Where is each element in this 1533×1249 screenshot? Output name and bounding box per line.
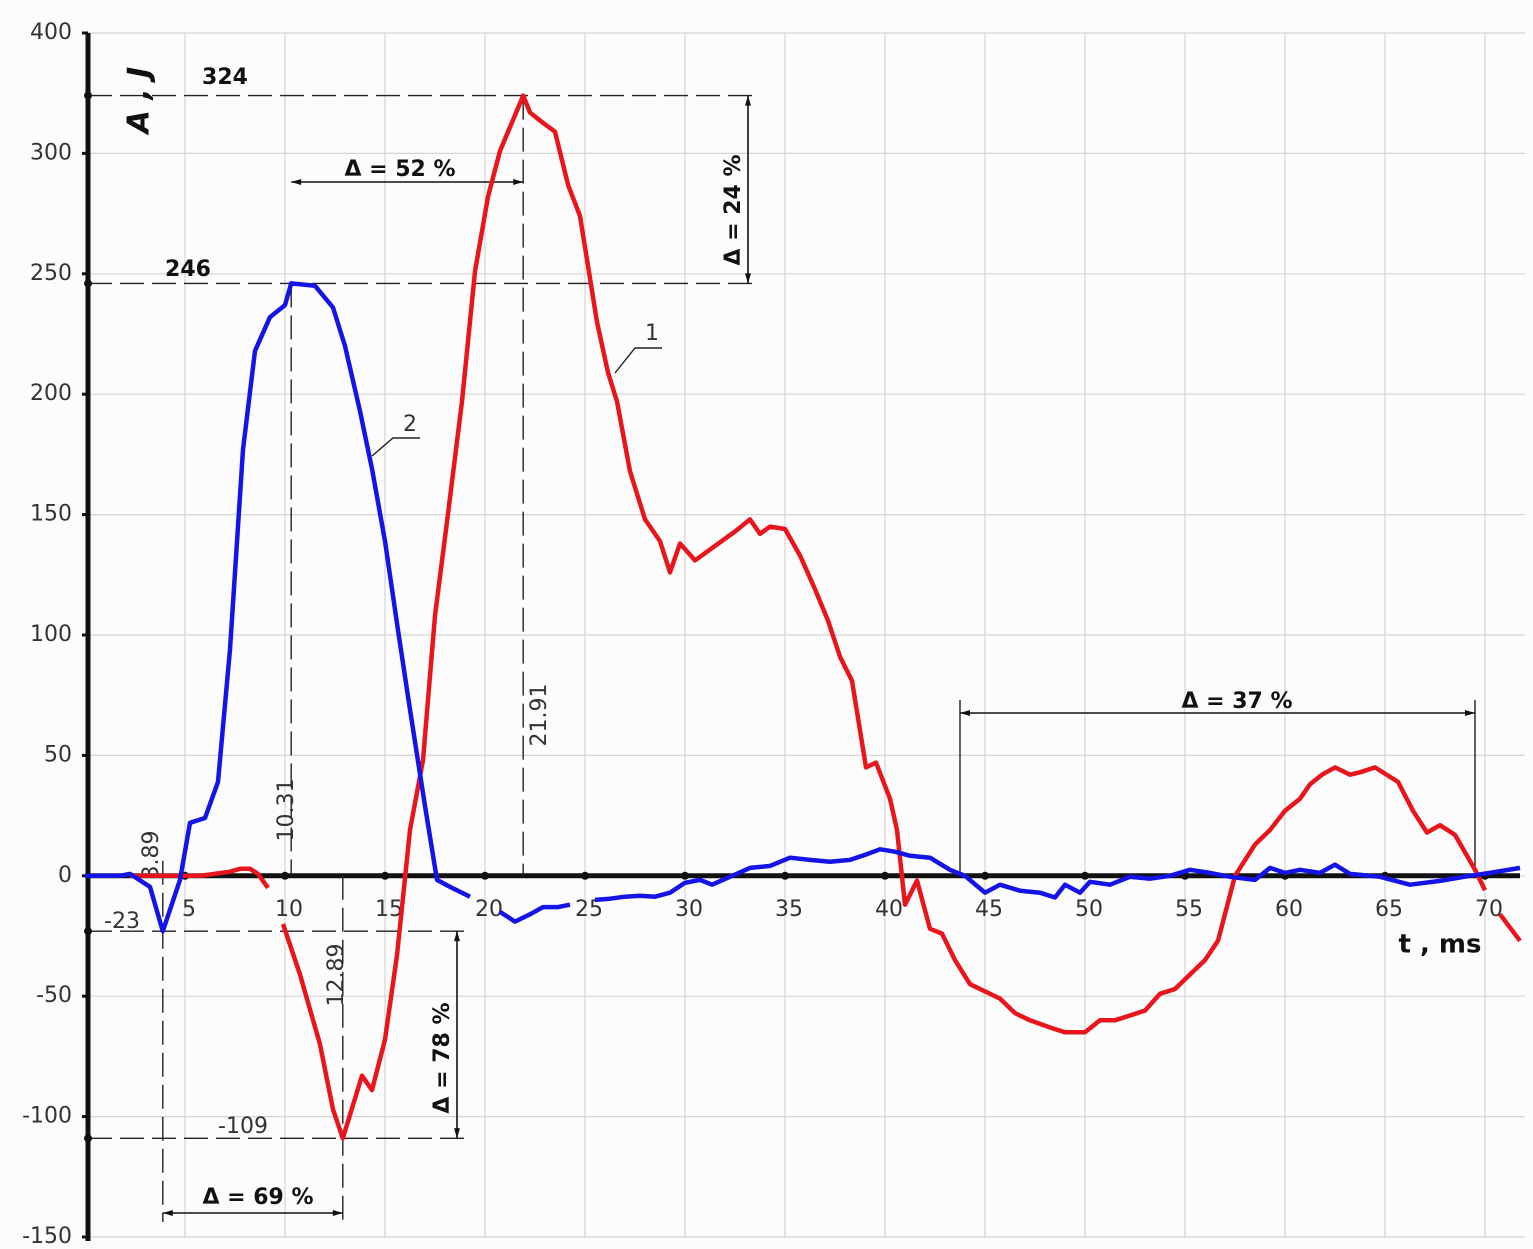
leader-line xyxy=(371,437,420,457)
x-tick-label: 20 xyxy=(475,897,503,922)
x-tick-label: 15 xyxy=(375,897,403,922)
data-line xyxy=(85,281,1521,934)
x-tick-label: 50 xyxy=(1075,897,1103,922)
y-tick-label: 400 xyxy=(30,20,72,45)
x-tick-label: 40 xyxy=(875,897,903,922)
x-tick-label: 45 xyxy=(975,897,1003,922)
reference-time-label: 21.91 xyxy=(527,684,552,747)
dimension-label: Δ = 24 % xyxy=(721,154,746,265)
dimension-label: Δ = 52 % xyxy=(344,157,455,182)
x-tick-label: 10 xyxy=(275,897,303,922)
curve-label: 2 xyxy=(403,412,417,437)
y-tick-label: 150 xyxy=(30,502,72,527)
data-line xyxy=(130,93,1522,1141)
y-tick-label: 300 xyxy=(30,140,72,165)
x-tick-label: 55 xyxy=(1175,897,1203,922)
reference-value-label: 324 xyxy=(202,65,248,90)
y-tick-label: 50 xyxy=(44,742,72,767)
y-tick-label: 100 xyxy=(30,622,72,647)
x-axis-label: t , ms xyxy=(1399,930,1482,960)
dimension-label: Δ = 78 % xyxy=(430,1002,455,1113)
y-tick-label: 200 xyxy=(30,381,72,406)
curve-label: 1 xyxy=(645,321,659,346)
x-tick-label: 30 xyxy=(675,897,703,922)
x-tick-label: 65 xyxy=(1375,897,1403,922)
reference-dot xyxy=(84,91,92,100)
y-axis-label: A , J xyxy=(122,67,157,136)
reference-dot xyxy=(84,927,92,936)
y-tick-label: 250 xyxy=(30,261,72,286)
reference-dot xyxy=(84,1134,92,1143)
leader-line xyxy=(614,347,662,374)
reference-dot xyxy=(84,279,92,288)
y-tick-label: -150 xyxy=(22,1224,72,1249)
reference-value-label: -109 xyxy=(218,1114,268,1139)
y-tick-label: -100 xyxy=(22,1104,72,1129)
reference-time-label: 3.89 xyxy=(139,831,164,880)
reference-value-label: -23 xyxy=(104,909,140,934)
y-tick-label: 0 xyxy=(58,863,72,888)
y-tick-label: -50 xyxy=(36,983,72,1008)
reference-value-label: 246 xyxy=(165,257,211,282)
reference-time-label: 10.31 xyxy=(274,779,299,842)
dimension-label: Δ = 69 % xyxy=(202,1185,313,1210)
reference-time-label: 12.89 xyxy=(324,944,349,1007)
x-tick-label: 5 xyxy=(182,897,196,922)
x-tick-label: 70 xyxy=(1475,897,1503,922)
x-tick-label: 35 xyxy=(775,897,803,922)
x-tick-label: 60 xyxy=(1275,897,1303,922)
dimension-label: Δ = 37 % xyxy=(1181,689,1292,714)
